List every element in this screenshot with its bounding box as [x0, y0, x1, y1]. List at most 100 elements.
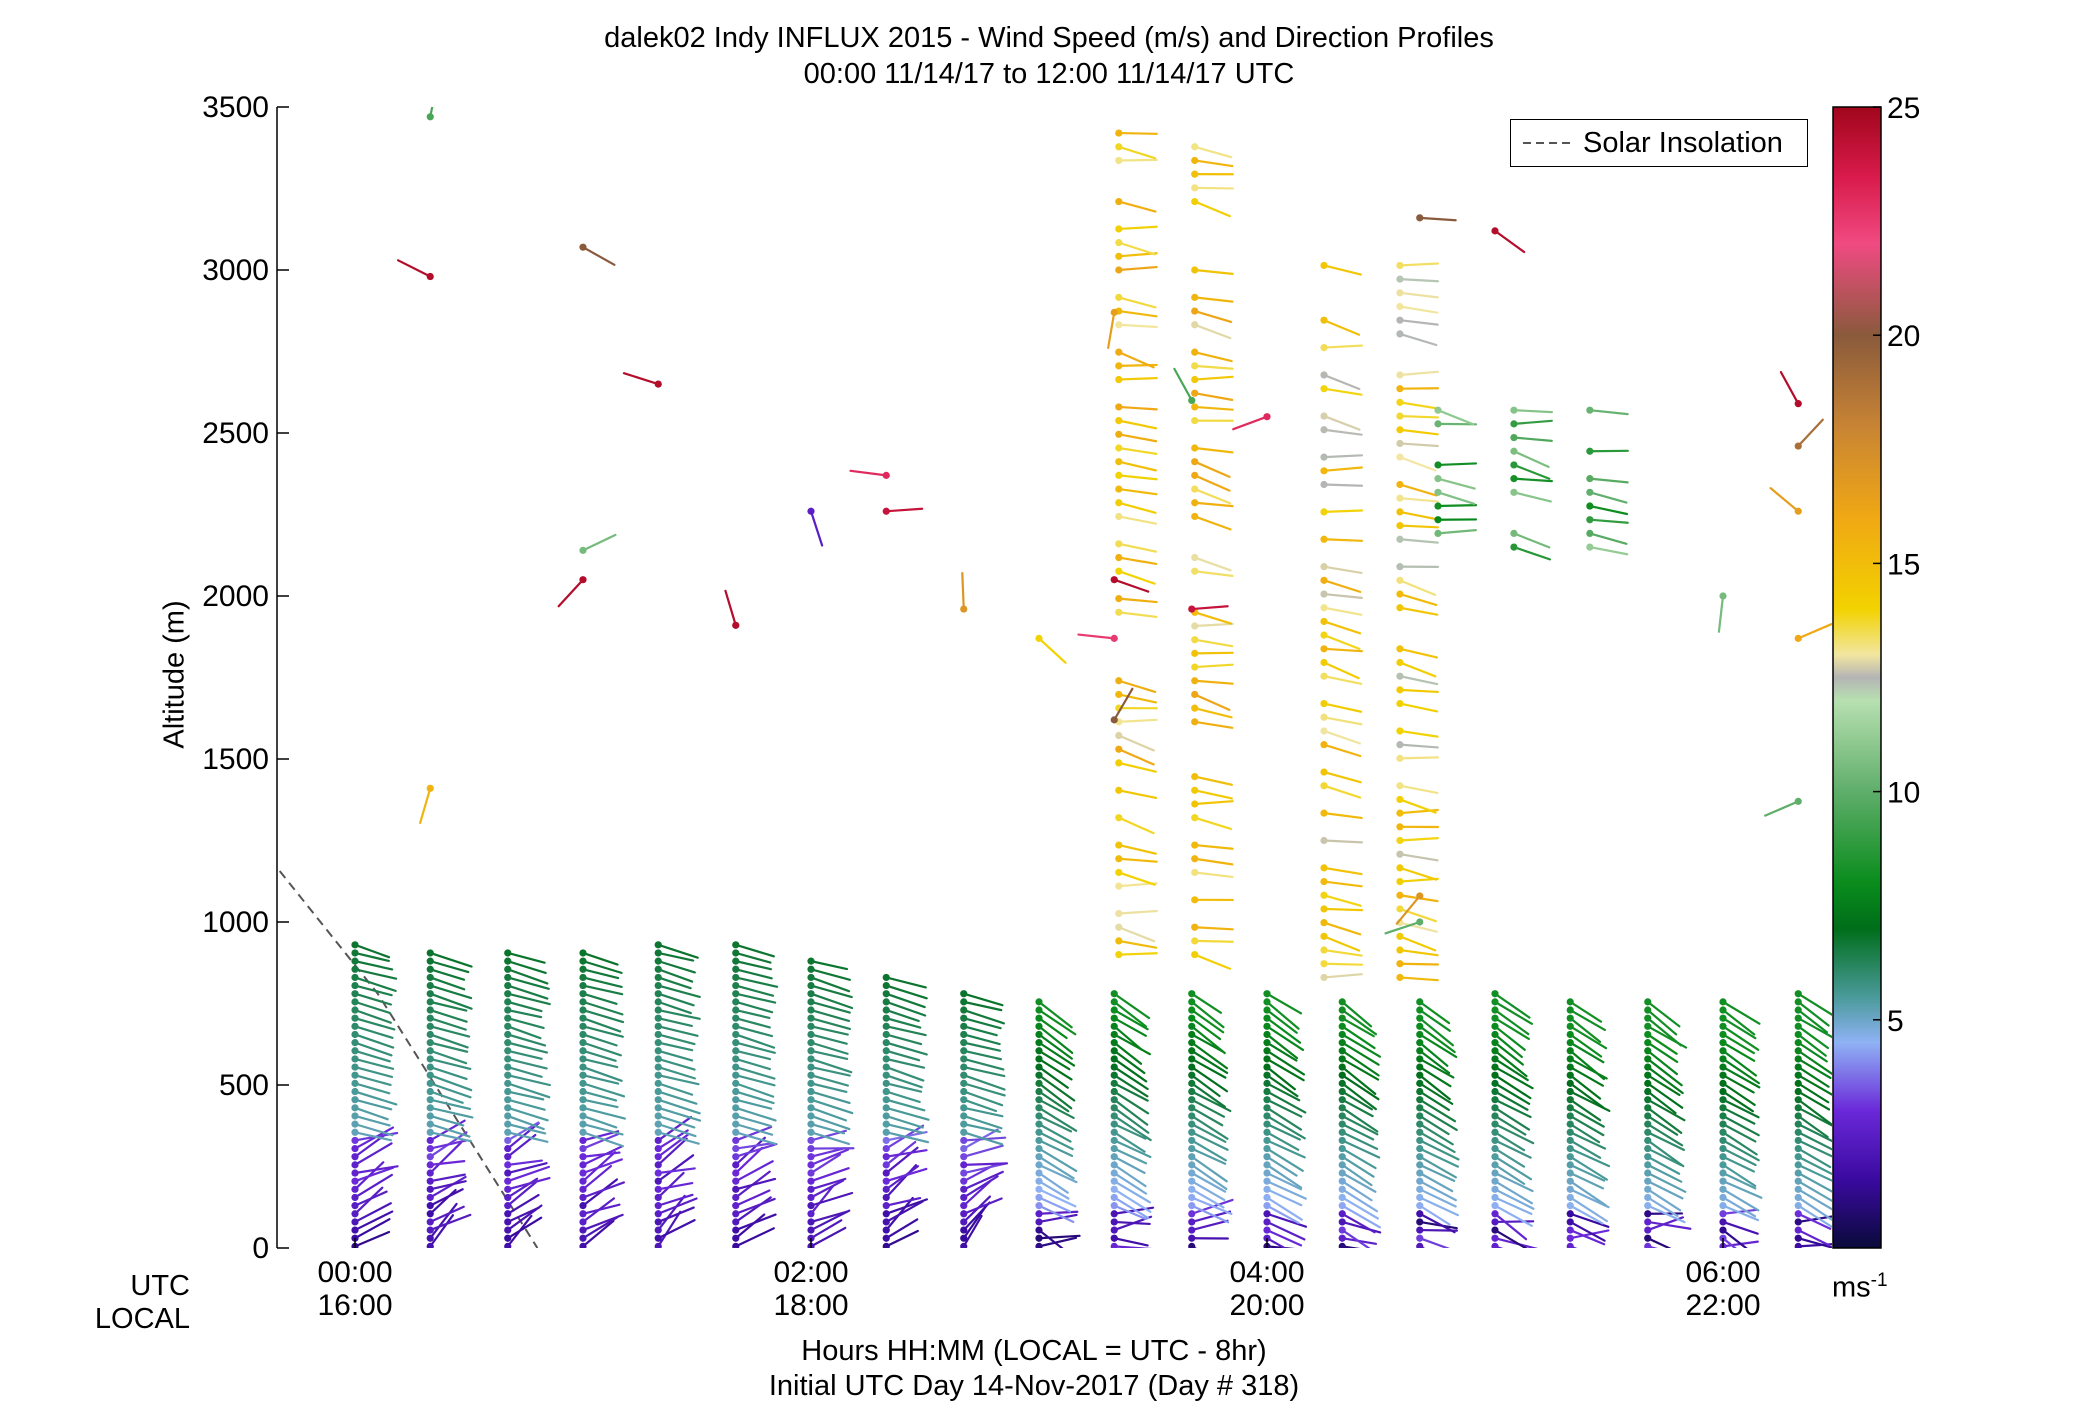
barb-bl-13-255	[1338, 1161, 1373, 1187]
barb-bl-19-530-dot	[1794, 1071, 1802, 1079]
barb-bl-6-830-dot	[807, 973, 815, 982]
barb-upper-0-3.35-900	[1115, 951, 1158, 959]
barb-bl-16-280	[1566, 1153, 1609, 1181]
barb-bl-13-105-shaft	[1341, 1212, 1376, 1234]
barb-bl-19-230-dot	[1794, 1169, 1802, 1177]
barb-upper-4-7.63-1376	[2092, 796, 2098, 807]
barb-upper-0-3.35-1026-dot	[1115, 909, 1123, 918]
barb-bl-11-330-dot	[1188, 1136, 1196, 1145]
barb-bl-0-130-dot	[351, 1202, 359, 1210]
barb-bl-3-655-dot	[579, 1030, 587, 1039]
barb-isolated-33-shaft	[2026, 329, 2054, 352]
barb-bl-12-280-dot	[1263, 1153, 1271, 1161]
barb-bl-3-680-shaft	[581, 1025, 624, 1038]
barb-bl-4-405-shaft	[657, 1114, 696, 1129]
barb-bl-8-780	[960, 990, 1004, 1007]
barb-bl-9-80-shaft	[1037, 1213, 1078, 1224]
barb-bl-4-305	[654, 1129, 689, 1153]
barb-bl-14-205-dot	[1416, 1177, 1424, 1185]
barb-bl-2-730	[504, 1006, 543, 1019]
barb-upper-1-4.25-1082-shaft	[1322, 894, 1362, 907]
barb-bl-17-455-shaft	[1646, 1098, 1686, 1122]
barb-bl-14-130-shaft	[1418, 1204, 1451, 1226]
barb-bl-16-5-dot	[1566, 1242, 1574, 1248]
barb-bl-3-905-dot	[579, 949, 587, 957]
barb-upper-1-4.58-1838	[1396, 645, 1439, 659]
barb-bl-15-780-shaft	[1493, 992, 1531, 1019]
barb-upper-0-3.35-2286-shaft	[1117, 501, 1157, 514]
barb-upper-0-3.35-3336-dot	[1115, 156, 1123, 165]
barb-upper-0-3.35-984-dot	[1115, 923, 1123, 931]
barb-bl-3-505-shaft	[581, 1082, 626, 1098]
barb-upper-1-4.58-2426	[1396, 453, 1437, 472]
barb-bl-16-430-dot	[1566, 1104, 1574, 1112]
barb-bl-18-205	[1719, 1177, 1763, 1199]
barb-bl-19-630-shaft	[1797, 1041, 1828, 1063]
barb-bl-21-330-shaft	[1951, 1140, 1983, 1157]
barb-bl-18-755-dot	[1719, 998, 1727, 1006]
barb-bl-22-680-shaft	[2026, 1026, 2059, 1045]
barb-bl-10-480	[1110, 1087, 1150, 1115]
barb-isolated-9	[724, 589, 740, 629]
barb-bl-14-330-shaft	[1418, 1139, 1460, 1161]
barb-bl-11-80-shaft	[1190, 1210, 1232, 1224]
barb-bl-4-805-shaft	[657, 984, 701, 998]
barb-bl-15-330	[1491, 1136, 1532, 1159]
barb-bl-9-230	[1035, 1169, 1069, 1194]
barb-upper-0-3.68-1908-dot	[1191, 622, 1199, 630]
barb-bl-9-455	[1035, 1096, 1075, 1120]
barb-bl-3-5	[579, 1219, 615, 1248]
barb-bl-5-5-shaft	[734, 1227, 775, 1248]
barb-bl-6-80	[807, 1210, 848, 1226]
barb-bl-13-530-dot	[1338, 1071, 1346, 1079]
barb-upper-4-7.30-1292-shaft	[2019, 827, 2057, 833]
barb-bl-21-80	[1947, 1216, 1987, 1226]
barb-upper-3-7.33-1842-dot	[2023, 644, 2030, 651]
barb-bl-22-530	[2023, 1072, 2061, 1095]
barb-bl-16-205-dot	[1566, 1177, 1574, 1185]
barb-bl-2-530-dot	[504, 1071, 512, 1079]
barb-upper-2-5.42-2318	[1586, 488, 1628, 504]
barb-bl-7-530-shaft	[885, 1074, 923, 1089]
barb-bl-8-780-shaft	[962, 992, 1004, 1007]
barb-bl-22-255-shaft	[2026, 1165, 2056, 1186]
barb-bl-12-155	[1263, 1193, 1303, 1221]
barb-bl-5-180-dot	[732, 1185, 740, 1193]
barb-bl-0-155	[351, 1173, 393, 1202]
barb-bl-8-155-dot	[960, 1193, 968, 1202]
barb-bl-0-405-shaft	[353, 1114, 391, 1127]
barb-bl-18-155-shaft	[1721, 1196, 1757, 1218]
barb-bl-12-5-shaft	[1265, 1245, 1296, 1248]
barb-bl-2-530	[504, 1071, 551, 1087]
barb-bl-3-755	[579, 998, 624, 1016]
barb-bl-10-405	[1110, 1112, 1152, 1142]
barb-isolated-16-shaft	[1113, 687, 1134, 721]
barb-upper-1-4.58-1292	[1396, 823, 1440, 831]
barb-upper-0-3.35-2832	[1115, 321, 1158, 329]
barb-bl-6-355	[807, 1128, 851, 1145]
barb-bl-9-130-dot	[1035, 1202, 1043, 1210]
barb-bl-9-655-dot	[1035, 1030, 1043, 1039]
barb-bl-4-455-shaft	[657, 1098, 701, 1115]
barb-bl-6-130	[807, 1191, 854, 1210]
barb-bl-19-305-shaft	[1797, 1147, 1832, 1169]
barb-upper-0-3.68-1782	[1191, 663, 1234, 671]
barb-bl-10-5	[1110, 1242, 1153, 1248]
barb-bl-2-405	[504, 1112, 545, 1131]
barb-bl-21-5-shaft	[1951, 1246, 1984, 1265]
barb-upper-0-3.35-2412-shaft	[1117, 460, 1157, 472]
barb-bl-9-55-dot	[1035, 1226, 1043, 1234]
barb-bl-15-580-dot	[1491, 1055, 1499, 1063]
barb-bl-13-680	[1338, 1022, 1376, 1050]
barb-bl-16-555-shaft	[1569, 1065, 1604, 1087]
barb-bl-6-830	[807, 973, 851, 993]
barb-bl-9-605-shaft	[1037, 1049, 1071, 1071]
barb-upper-4-7.30-1460-shaft	[2019, 772, 2055, 785]
barb-bl-18-305-dot	[1719, 1144, 1727, 1153]
barb-isolated-5-dot	[882, 507, 890, 515]
barb-bl-16-55	[1566, 1226, 1606, 1246]
barb-bl-21-655-shaft	[1951, 1034, 1986, 1058]
barb-bl-11-780-dot	[1188, 990, 1196, 998]
barb-upper-1-4.58-1712-dot	[1396, 686, 1404, 694]
